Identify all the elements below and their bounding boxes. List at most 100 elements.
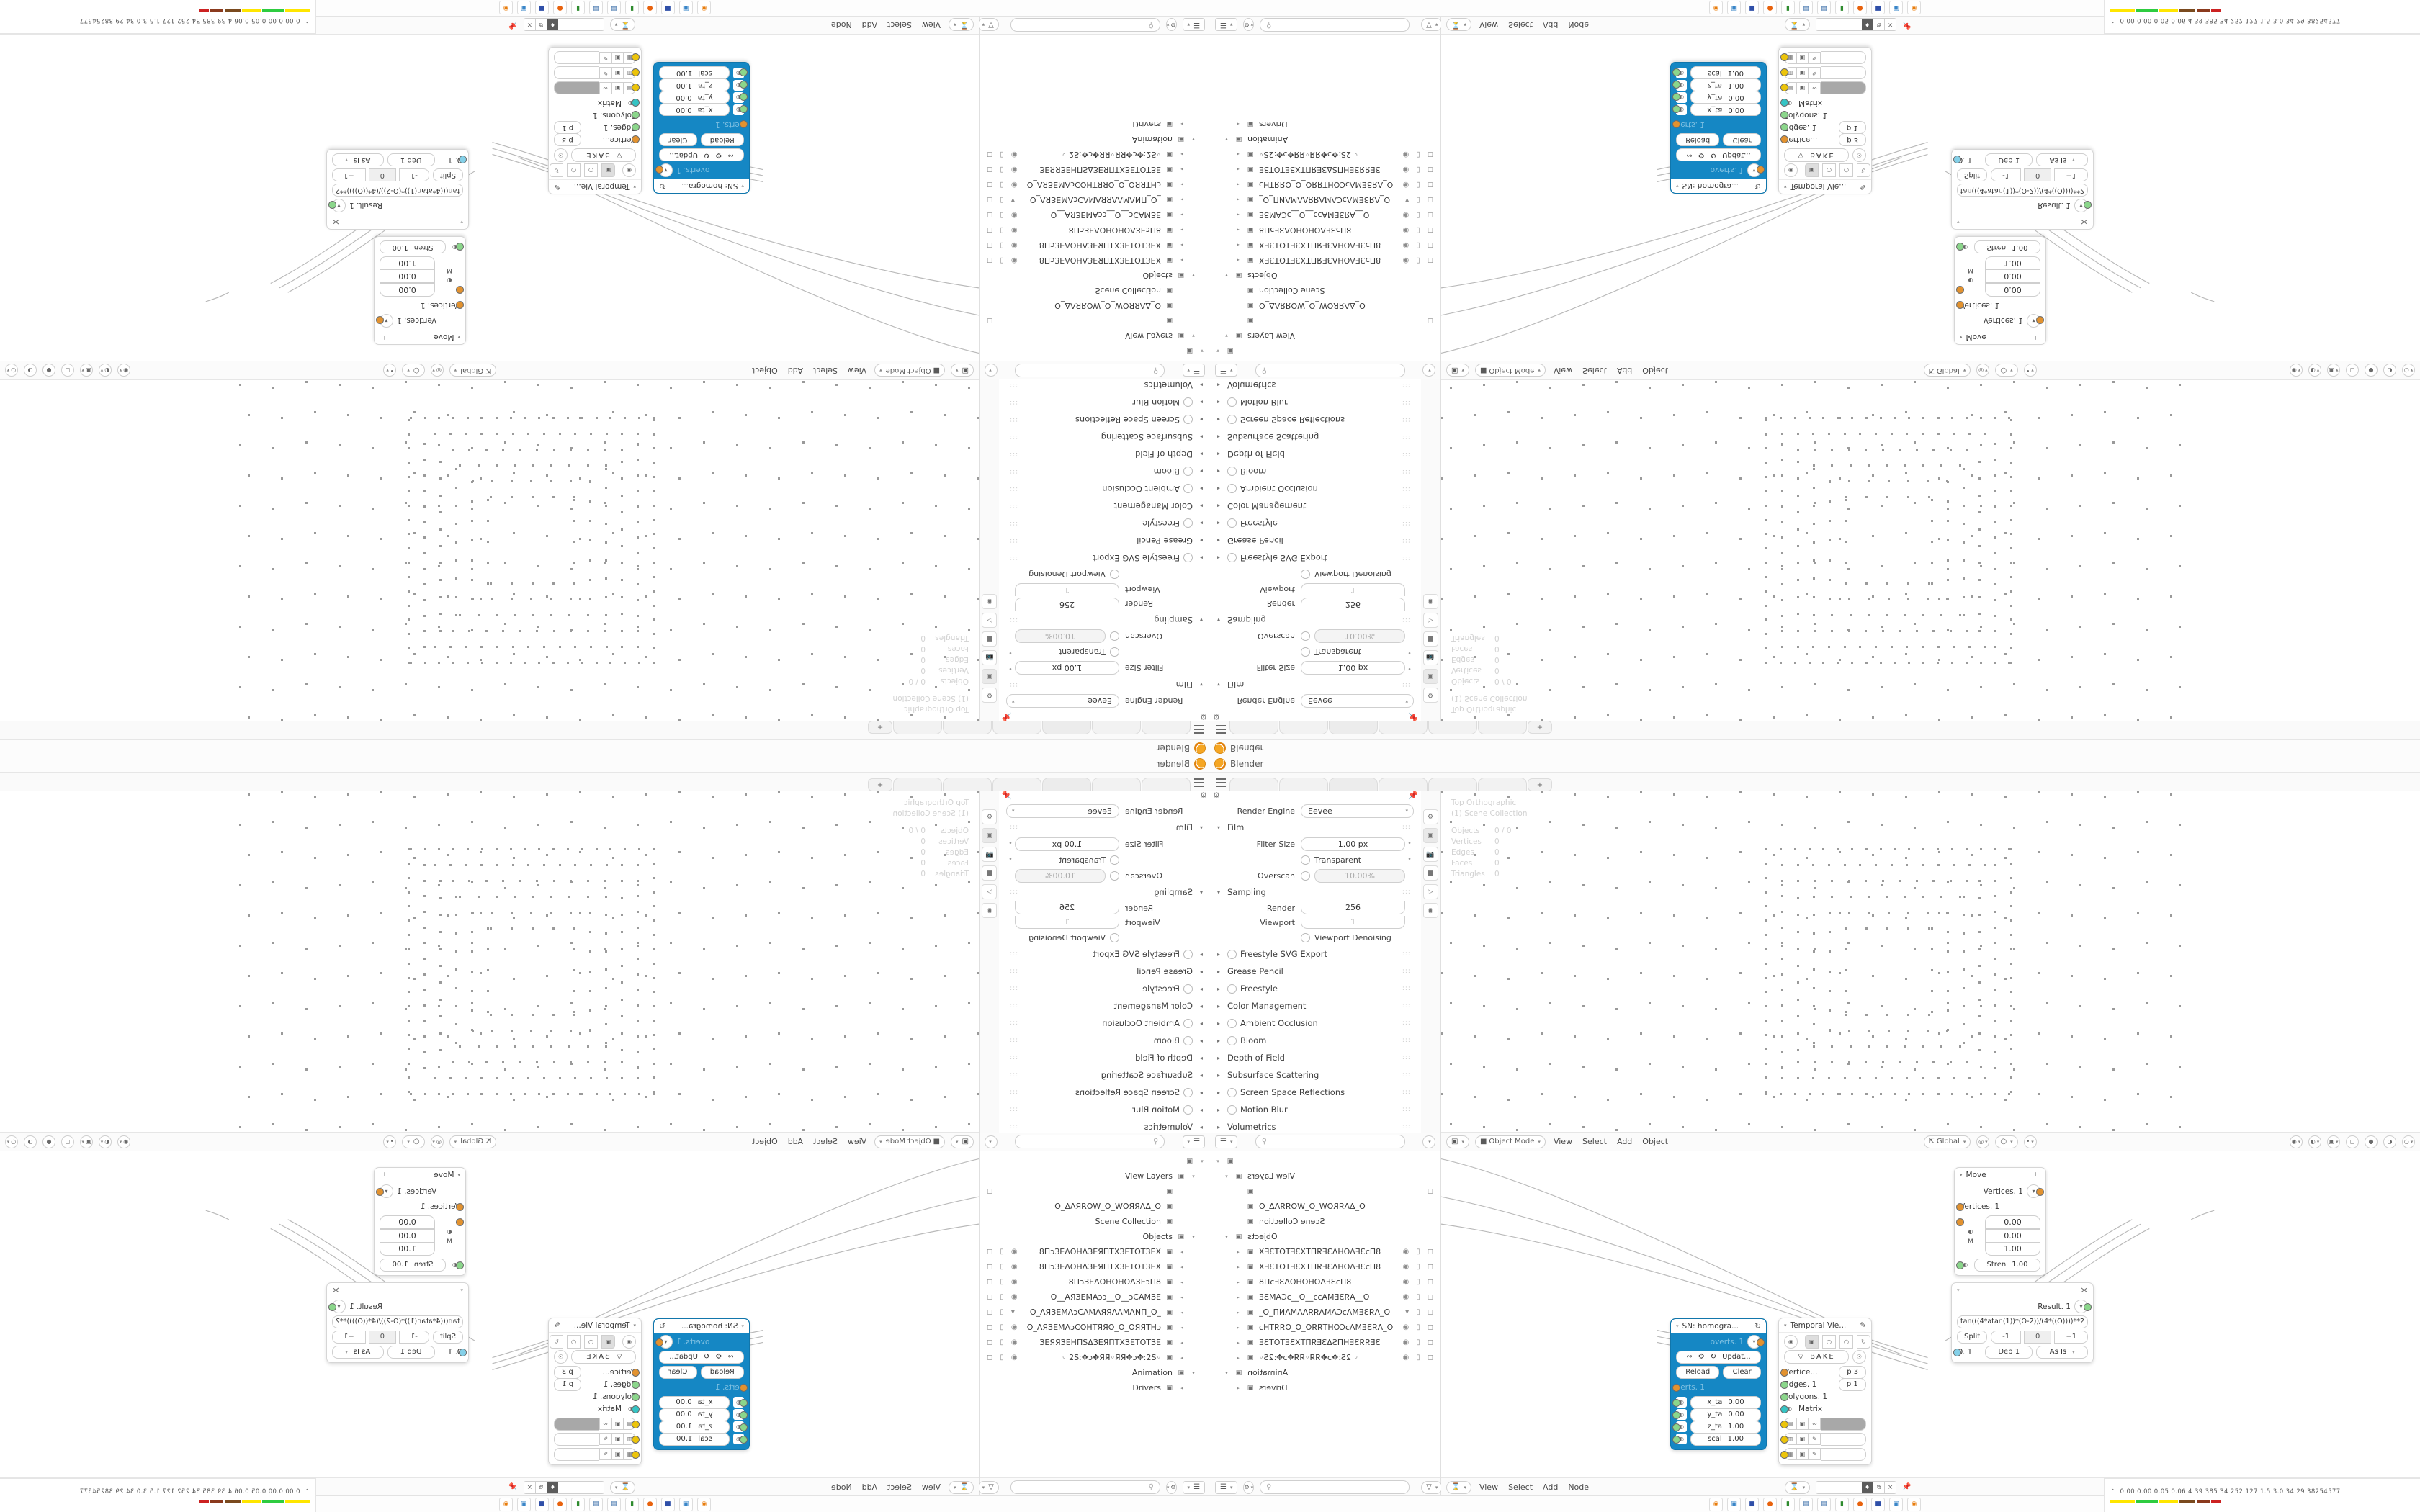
outliner-row[interactable]: ▾ ▣	[1210, 1153, 1440, 1169]
screen-icon[interactable]: ▯	[1000, 1278, 1004, 1286]
xray-icon[interactable]: ▣	[2327, 1135, 2341, 1148]
node-sn-clear-button[interactable]: Clear	[1723, 133, 1761, 147]
socket-in-slot3[interactable]	[632, 1451, 640, 1459]
node-menu-add[interactable]: Add	[861, 1482, 877, 1492]
section-toggle-checkbox[interactable]	[1183, 484, 1193, 494]
disclosure-triangle[interactable]: ▾	[1192, 1233, 1195, 1240]
node-sn-param-field[interactable]: scal 1.00	[659, 1432, 730, 1446]
socket-in-verts[interactable]	[740, 120, 748, 128]
color-bar-2[interactable]	[554, 66, 599, 80]
overscan-checkbox[interactable]	[1301, 870, 1310, 881]
chevron-down-icon[interactable]: ▾	[460, 1287, 463, 1293]
eye-icon[interactable]: ◉	[1010, 1278, 1018, 1286]
node-editor-canvas[interactable]: ▾ Move ∟ Vertices. 1 ▾	[0, 1151, 979, 1477]
view-layer-properties-tab[interactable]: ■	[982, 631, 998, 647]
screen-icon[interactable]: ▯	[1416, 166, 1420, 174]
node-move-vector-z[interactable]: 1.00	[1985, 1243, 2040, 1256]
terminal-icon-2[interactable]: ▮	[1835, 1497, 1849, 1511]
node-formula[interactable]: ▾ ⋊ Result. 1 ▾	[1951, 1282, 2094, 1363]
disclosure-triangle[interactable]: ▾	[1201, 348, 1204, 354]
disclosure-triangle[interactable]: ▸	[1180, 151, 1183, 158]
workspace-tab-3[interactable]	[1042, 721, 1091, 734]
viewport-menu-object[interactable]: Object	[751, 366, 778, 375]
workspace-tab-4[interactable]	[992, 721, 1041, 734]
section-freestyle[interactable]: ▸ Freestyle::::	[1006, 515, 1203, 532]
disclosure-triangle[interactable]: ▾	[1216, 1158, 1219, 1164]
outliner-editor-type-selector[interactable]: ☰	[1215, 1480, 1238, 1494]
viewport-editor-type-selector[interactable]: ▣	[951, 1135, 974, 1148]
disclosure-triangle[interactable]: ▸	[1237, 1385, 1240, 1391]
disclosure-triangle[interactable]: ▸	[1180, 1264, 1183, 1270]
camera-icon[interactable]: ◻	[987, 256, 993, 264]
outliner[interactable]: ▾ ▣ ▾ ▣ View Layers ▣ ◻ ▣ O_ΔΛЯROW_O_WOЯЯΛΔ_O ▣ Sc…	[980, 1151, 1210, 1477]
socket-in-slot3[interactable]	[1780, 53, 1788, 61]
show-faces-icon[interactable]: ○	[567, 1335, 581, 1349]
camera-icon[interactable]: ◻	[1427, 1308, 1433, 1316]
overscan-field[interactable]: 10.00%	[1015, 868, 1106, 883]
outliner-row[interactable]: ▸ ▣ 8ΠɔЗEΛOHΔЗEЯΠTXЗETOTЗEX ◉ ▯ ◻	[980, 253, 1210, 268]
bake-settings-icon[interactable]: ☉	[1852, 1350, 1866, 1364]
refresh-icon[interactable]: ↻	[1754, 1321, 1761, 1331]
firefox-icon-2[interactable]: ●	[1853, 1497, 1867, 1511]
workspace-tab-1[interactable]	[1142, 721, 1191, 734]
section-film[interactable]: ▾ Film ::::	[1006, 676, 1203, 693]
outliner-search-input[interactable]: ⚲	[1010, 18, 1160, 32]
node-formula[interactable]: ▾ ⋊ Result. 1 ▾	[326, 149, 469, 230]
shading-rendered-icon[interactable]: ○	[4, 1135, 18, 1148]
eye-icon[interactable]: ◉	[1402, 1248, 1410, 1256]
eye-icon[interactable]: ◉	[1784, 163, 1798, 177]
disclosure-triangle[interactable]: ▸	[1237, 1324, 1240, 1331]
camera-icon[interactable]: ◻	[987, 241, 993, 249]
workspace-tabbar[interactable]: +	[1210, 720, 2420, 739]
outliner-row[interactable]: ▾ ▣	[980, 1153, 1210, 1169]
animate-dot-icon[interactable]: •	[1008, 840, 1013, 847]
node-formula-step-zero[interactable]: 0	[368, 1330, 396, 1344]
save-icon[interactable]: ■	[661, 1497, 675, 1511]
overscan-field[interactable]: 10.00%	[1314, 629, 1405, 644]
shading-solid-ball-icon[interactable]: ●	[2365, 1135, 2378, 1148]
node-menu-select[interactable]: Select	[887, 20, 912, 30]
outliner-row[interactable]: ▸ ▣ ◦ 2Sː✥ɔ✥ЯЯ◦ЯЯ✥ɔ✥ː2S◦ ◉ ▯ ◻	[980, 147, 1210, 162]
disclosure-triangle[interactable]: ▸	[1180, 181, 1183, 188]
eye-icon[interactable]: ◉	[1010, 1248, 1018, 1256]
screen-icon[interactable]: ▯	[1416, 256, 1420, 264]
section-toggle-checkbox[interactable]	[1227, 1035, 1237, 1045]
camera-icon[interactable]: ◻	[1427, 150, 1433, 158]
world-properties-tab[interactable]: ◉	[1422, 903, 1438, 918]
node-tree-datablock-field[interactable]: ♦ ⧉ ×	[1816, 1480, 1897, 1494]
socket-in-tv-0[interactable]	[632, 135, 640, 143]
socket-out-result[interactable]	[2084, 1303, 2092, 1311]
link-icon[interactable]: ◐	[444, 1225, 455, 1237]
node-tv-input-value[interactable]: p 1	[1838, 1377, 1866, 1391]
view-layer-properties-tab[interactable]: ■	[982, 865, 998, 881]
node-move[interactable]: ▾ Move ∟ Vertices. 1 ▾	[374, 236, 466, 345]
sampling-render-field[interactable]: 256	[1301, 901, 1405, 914]
screen-icon[interactable]: ▯	[1416, 1308, 1420, 1316]
outliner-row[interactable]: ▸ ▣ ◦ 2Sː✥ɔ✥ЯЯ◦ЯЯ✥ɔ✥ː2S◦ ◉ ▯ ◻	[1210, 1350, 1440, 1365]
node-move-vector-y[interactable]: 0.00	[380, 269, 435, 283]
snap-magnet-icon[interactable]: ◎	[430, 1135, 444, 1148]
screen-icon[interactable]: ▯	[1000, 181, 1004, 189]
pencil-icon[interactable]: ✎	[1860, 182, 1866, 192]
section-subsurface-scattering[interactable]: ▸ Subsurface Scattering::::	[1217, 428, 1414, 446]
outliner-row[interactable]: ▾ ▣ View Layers	[1210, 1169, 1440, 1184]
node-temporal-viewer[interactable]: ▾ Temporal Vie... ✎ ◉ ▣ ○	[1778, 1318, 1872, 1465]
section-subsurface-scattering[interactable]: ▸ Subsurface Scattering::::	[1006, 428, 1203, 446]
copy-icon[interactable]: ⧉	[1873, 19, 1885, 30]
eye-icon[interactable]: ◉	[1402, 150, 1410, 158]
socket-out-result[interactable]	[328, 201, 336, 209]
screenshot-icon[interactable]: ▤	[1799, 1, 1813, 15]
disclosure-triangle[interactable]: ▾	[1225, 333, 1228, 339]
socket-in-slot2[interactable]	[632, 1436, 640, 1444]
node-sn-param-field[interactable]: scal 1.00	[1690, 66, 1761, 80]
section-toggle-checkbox[interactable]	[1227, 415, 1237, 425]
pin-icon[interactable]: 📌	[1902, 1483, 1912, 1491]
tool-properties-tab[interactable]: ⚙	[982, 688, 998, 703]
outliner-row[interactable]: ▸ ▣ ◦ 2Sː✥ɔ✥ЯЯ◦ЯЯ✥ɔ✥ː2S◦ ◉ ▯ ◻	[980, 1350, 1210, 1365]
section-depth-of-field[interactable]: ▸ Depth of Field::::	[1006, 446, 1203, 463]
disclosure-triangle[interactable]: ▾	[1192, 333, 1195, 339]
node-formula-split-button[interactable]: Split	[432, 1330, 463, 1344]
section-volumetrics[interactable]: ▸ Volumetrics::::	[1006, 379, 1203, 394]
section-toggle-checkbox[interactable]	[1183, 1087, 1193, 1097]
outliner-row[interactable]: ▾ ▣ View Layers	[1210, 328, 1440, 343]
